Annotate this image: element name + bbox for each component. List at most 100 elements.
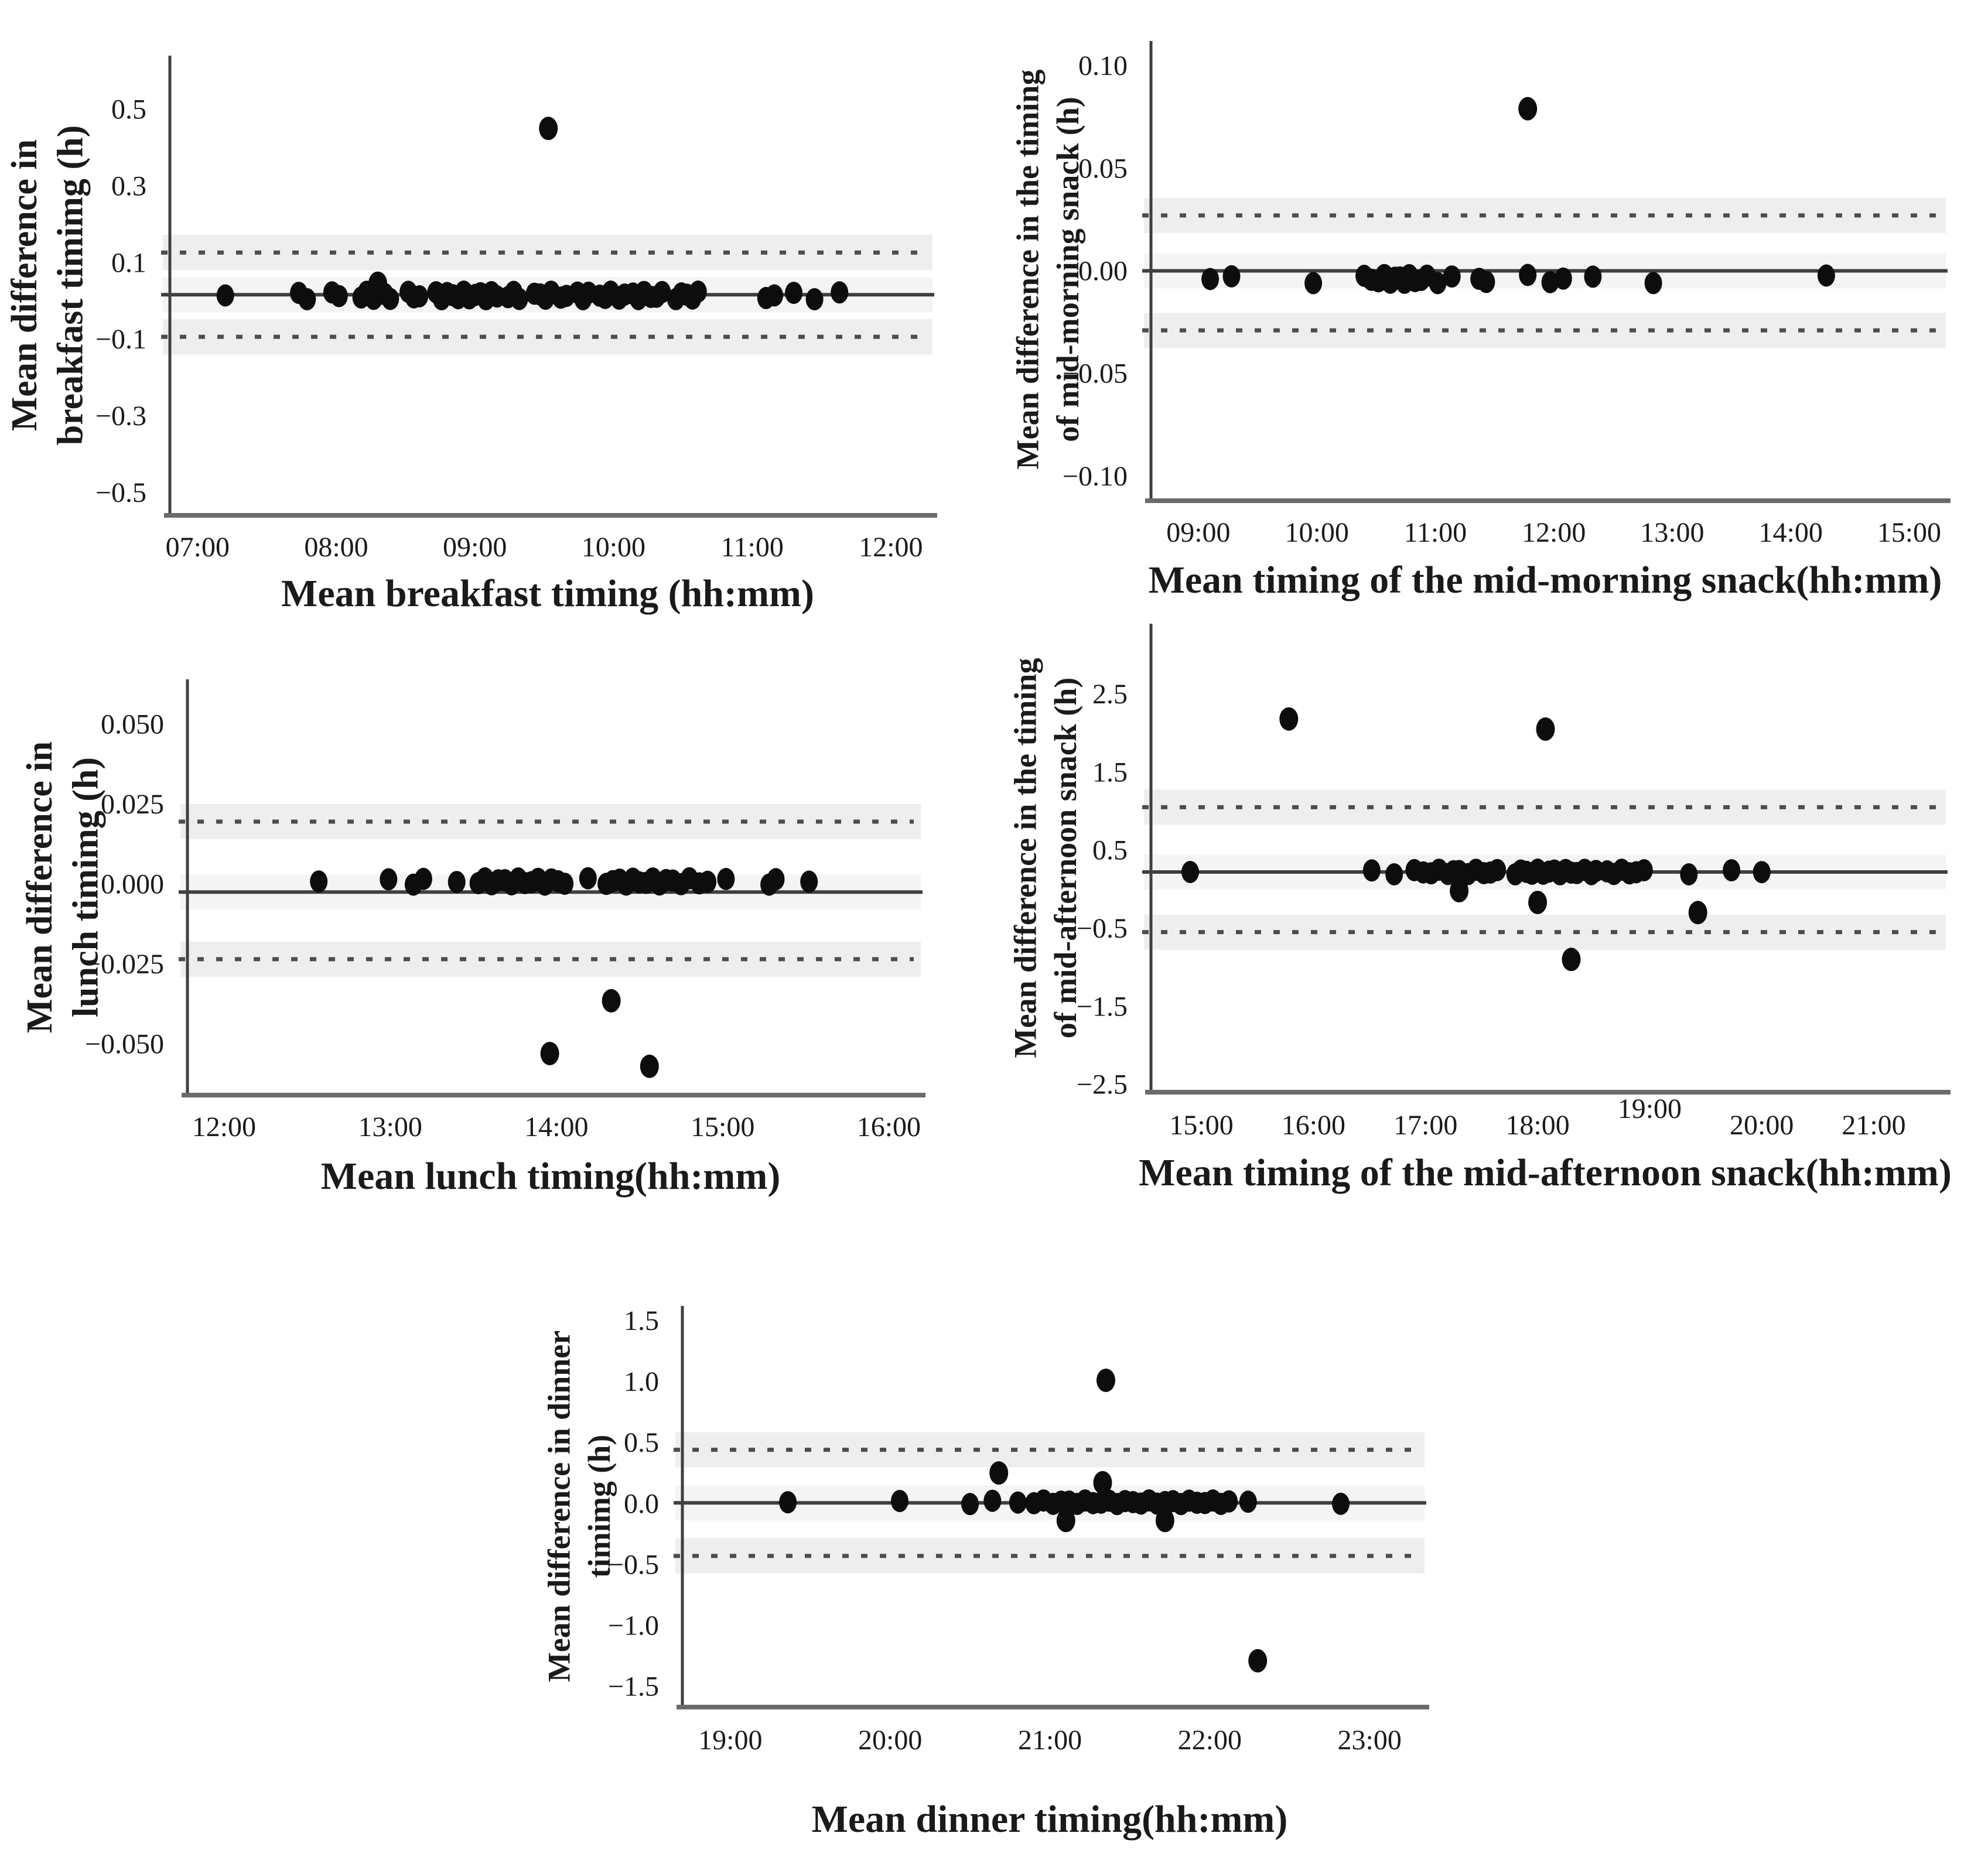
- data-point: [1635, 859, 1653, 881]
- chart-panel-breakfast: 0.5 0.3 0.1 −0.1 −0.3 −0.5 07:00 08:00 09:00 10:0…: [5, 56, 937, 615]
- data-point: [766, 284, 783, 307]
- x-tick-label: 10:00: [582, 532, 645, 563]
- x-tick-labels: 09:00 10:00 11:00 12:00 13:00 14:00 15:00: [1166, 517, 1941, 548]
- data-point: [1680, 863, 1698, 885]
- y-tick-labels: 0.5 0.3 0.1 −0.1 −0.3 −0.5: [95, 94, 146, 508]
- y-tick-label: 2.5: [1092, 679, 1128, 710]
- data-point: [805, 288, 824, 310]
- data-point: [411, 285, 429, 307]
- data-point: [1584, 265, 1602, 288]
- reference-band: [1144, 914, 1946, 950]
- data-point: [1477, 271, 1495, 293]
- data-point: [891, 1490, 908, 1513]
- data-point: [1093, 1471, 1112, 1495]
- x-tick-labels: 07:00 08:00 09:00 10:00 11:00 12:00: [166, 532, 923, 563]
- y-tick-label: 0.5: [1092, 835, 1128, 866]
- y-tick-label: −1.5: [1077, 991, 1128, 1022]
- data-point: [298, 288, 316, 310]
- data-points: [310, 867, 818, 1078]
- data-point: [1536, 717, 1555, 741]
- x-tick-label: 13:00: [1640, 517, 1704, 548]
- y-tick-label: 1.5: [624, 1305, 659, 1336]
- data-point: [381, 288, 399, 310]
- data-point: [1644, 272, 1662, 295]
- data-point: [717, 868, 735, 890]
- y-tick-label: 0.5: [111, 94, 146, 125]
- data-point: [1518, 97, 1538, 121]
- y-axis-title-line2: lunch timimg (h): [66, 757, 106, 1017]
- y-tick-label: −0.1: [95, 324, 146, 355]
- y-axis-title-line2: breakfast timimg (h): [51, 125, 91, 445]
- y-tick-label: −0.10: [1063, 461, 1128, 492]
- data-points: [1181, 707, 1771, 972]
- data-points: [1201, 97, 1835, 295]
- y-axis-title-line2: timimg (h): [582, 1435, 617, 1578]
- x-tick-labels: 12:00 13:00 14:00 15:00 16:00: [192, 1112, 921, 1143]
- y-tick-label: −2.5: [1077, 1069, 1128, 1100]
- x-tick-label: 11:00: [720, 532, 784, 563]
- y-axis-title-line1: Mean difference in: [5, 139, 45, 431]
- data-point: [1443, 265, 1461, 288]
- data-point: [1279, 707, 1299, 731]
- data-point: [767, 868, 785, 891]
- data-point: [414, 867, 432, 890]
- x-axis-title: Mean timing of the mid-morning snack(hh:…: [1149, 559, 1942, 601]
- data-point: [1450, 879, 1469, 902]
- data-point: [1248, 1649, 1268, 1673]
- data-point: [699, 870, 717, 893]
- x-tick-label: 15:00: [1169, 1110, 1233, 1141]
- y-axis-title: Mean difference in breakfast timimg (h): [5, 125, 91, 445]
- chart-panel-mid-afternoon-snack: 2.5 1.5 0.5 −0.5 −1.5 −2.5 15:00 16:00 17:00 18:0…: [1007, 624, 1952, 1194]
- x-tick-label: 11:00: [1404, 517, 1467, 548]
- x-tick-label: 15:00: [691, 1112, 754, 1143]
- x-tick-labels: 19:00 20:00 21:00 22:00 23:00: [698, 1725, 1402, 1756]
- x-tick-label: 23:00: [1338, 1725, 1402, 1756]
- y-axis-title-line1: Mean difference in: [20, 741, 60, 1033]
- x-tick-label: 12:00: [192, 1112, 256, 1143]
- data-point: [1304, 272, 1323, 295]
- x-tick-label: 08:00: [304, 532, 368, 563]
- y-tick-label: 0.0: [624, 1488, 659, 1519]
- y-tick-labels: 1.5 1.0 0.5 0.0 −0.5 −1.0 −1.5: [608, 1305, 659, 1702]
- data-point: [983, 1489, 1002, 1512]
- y-tick-label: 0.5: [624, 1427, 659, 1458]
- x-axis-title: Mean dinner timing(hh:mm): [812, 1798, 1288, 1841]
- y-tick-label: −0.5: [608, 1549, 659, 1580]
- data-point: [1429, 272, 1447, 295]
- x-axis-title: Mean breakfast timing (hh:mm): [281, 572, 814, 615]
- y-axis-title: Mean difference in dinner timimg (h): [541, 1331, 617, 1682]
- data-point: [800, 870, 818, 893]
- y-axis-title-line2: of mid-morning snack (h): [1050, 97, 1085, 442]
- y-tick-label: −0.05: [1063, 358, 1128, 389]
- chart-panel-dinner: 1.5 1.0 0.5 0.0 −0.5 −1.0 −1.5 19:00 20:00 21:00 2…: [541, 1305, 1429, 1841]
- data-point: [380, 868, 398, 891]
- data-point: [368, 271, 387, 295]
- x-tick-labels: 15:00 16:00 17:00 18:00 19:00 20:00 21:00: [1169, 1093, 1905, 1141]
- x-tick-label: 12:00: [859, 532, 923, 563]
- data-point: [785, 282, 803, 305]
- y-tick-labels: 0.050 0.025 0.000 −0.025 −0.050: [85, 709, 164, 1059]
- chart-panel-mid-morning-snack: 0.10 0.05 0.00 −0.05 −0.10 09:00 10:00 11:00 12:…: [1010, 41, 1951, 601]
- y-axis-title-line1: Mean difference in dinner: [541, 1331, 576, 1682]
- x-tick-label: 14:00: [1759, 517, 1823, 548]
- y-axis-title: Mean difference in lunch timimg (h): [20, 741, 106, 1033]
- data-point: [1239, 1490, 1257, 1513]
- x-tick-label: 18:00: [1505, 1110, 1569, 1141]
- data-point: [1332, 1492, 1350, 1515]
- y-tick-label: 0.000: [101, 869, 164, 900]
- data-point: [1528, 891, 1548, 914]
- chart-panel-lunch: 0.050 0.025 0.000 −0.025 −0.050 12:00 13:00 14:…: [20, 679, 925, 1198]
- data-point: [602, 989, 621, 1013]
- data-points: [779, 1369, 1350, 1673]
- y-tick-label: 1.0: [624, 1366, 659, 1397]
- data-point: [1009, 1491, 1027, 1514]
- x-tick-label: 21:00: [1018, 1725, 1082, 1756]
- x-tick-label: 12:00: [1522, 517, 1586, 548]
- y-axis-title: Mean difference in the timing of mid-morn…: [1010, 70, 1085, 470]
- y-tick-label: −1.0: [608, 1610, 659, 1642]
- data-point: [1201, 268, 1220, 290]
- reference-band: [1144, 789, 1946, 825]
